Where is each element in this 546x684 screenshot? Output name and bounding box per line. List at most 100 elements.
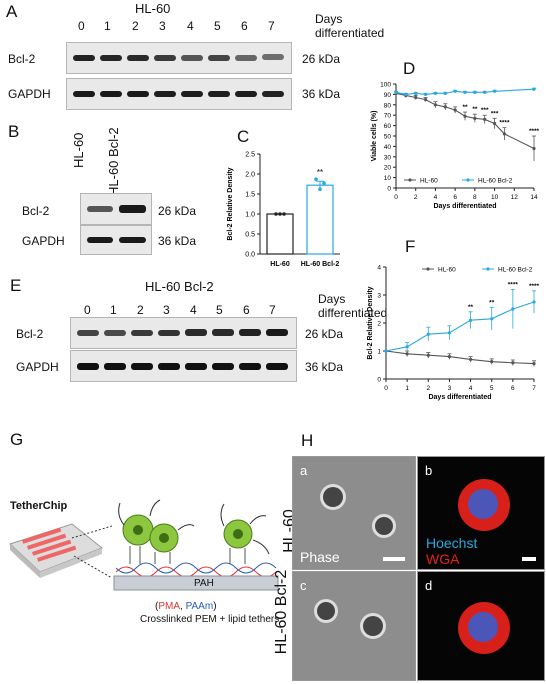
micrograph-phase-hl60: a Phase [292, 456, 416, 570]
data-point [322, 181, 326, 185]
data-point [423, 92, 428, 96]
data-point [282, 212, 286, 216]
data-point [463, 90, 467, 94]
significance-marker: **** [508, 281, 519, 288]
day-label: 3 [163, 303, 170, 317]
data-point [443, 105, 447, 109]
data-point [453, 108, 457, 112]
row-label-hl60-bcl2: HL-60 Bcl-2 [273, 569, 291, 655]
tetherchip-label: TetherChip [10, 500, 68, 512]
data-point [433, 91, 438, 95]
x-tick-label: 1 [405, 385, 409, 392]
significance-marker: *** [491, 110, 499, 117]
x-tick-label: 7 [532, 385, 536, 392]
blot-row-label: Bcl-2 [22, 204, 50, 218]
x-tick-label: 0 [384, 385, 388, 392]
y-tick-label: 60 [384, 123, 392, 130]
significance-marker: ** [317, 168, 323, 177]
data-point [314, 177, 318, 181]
significance-marker: *** [481, 107, 489, 114]
subpanel-label: b [425, 463, 433, 478]
blot-row-label: Bcl-2 [16, 327, 44, 341]
significance-marker: ** [472, 106, 478, 113]
bar [306, 184, 334, 255]
blot-a-gapdh [66, 78, 292, 110]
data-point [473, 116, 477, 120]
x-tick-label: 3 [448, 385, 452, 392]
significance-marker: ** [489, 300, 495, 307]
series-line [395, 92, 535, 149]
legend-marker [408, 178, 412, 182]
panel-a-title: HL-60 [135, 1, 171, 16]
legend-marker [486, 267, 490, 271]
x-tick-label: 0 [394, 194, 398, 201]
data-point [511, 361, 515, 365]
y-axis-label: Bcl-2 Relative Density [227, 167, 234, 240]
data-point [492, 89, 497, 93]
x-tick-label: HL-60 [270, 261, 290, 268]
data-point [318, 187, 322, 191]
blot-e-gapdh [70, 350, 297, 382]
x-tick-label: 4 [434, 194, 438, 201]
chart-c: 0.0 0.5 1.0 1.5 2.0 2.5 HL-60 ** HL-60 Bcl-2 Bcl-… [227, 152, 340, 268]
legend-marker [466, 178, 470, 182]
y-tick-label: 0.5 [245, 232, 255, 239]
y-tick-label: 1 [377, 349, 381, 356]
x-tick-label: 4 [469, 385, 473, 392]
legend-label: HL-60 [420, 178, 438, 185]
y-tick-label: 50 [384, 134, 392, 141]
blot-b-bcl2 [80, 193, 152, 225]
kda-label: 26 kDa [305, 327, 344, 341]
day-label: 3 [159, 19, 166, 33]
panel-label-h: H [301, 431, 314, 450]
y-tick-label: 80 [384, 102, 392, 109]
x-tick-label: 2 [426, 385, 430, 392]
y-tick-label: 0 [377, 377, 381, 384]
kda-label: 26 kDa [158, 204, 197, 218]
y-tick-label: 70 [384, 113, 392, 120]
panel-label-c: C [237, 127, 250, 146]
significance-marker: **** [499, 120, 510, 127]
data-point [532, 300, 536, 304]
data-point [426, 353, 430, 357]
day-label: 1 [110, 303, 117, 317]
data-point [426, 332, 430, 336]
day-label: 6 [243, 303, 250, 317]
pma-paam-legend: (PMA, PAAm) [155, 601, 217, 612]
day-label: 0 [78, 19, 85, 33]
pma-label: PMA [158, 601, 181, 612]
x-tick-label: 2 [414, 194, 418, 201]
pem-cross-section [113, 499, 279, 591]
significance-marker: **** [529, 283, 540, 290]
data-point [278, 212, 282, 216]
data-point [405, 345, 409, 349]
data-point [447, 331, 452, 335]
data-point [490, 317, 494, 321]
pah-label: PAH [194, 578, 214, 589]
y-tick-label: 20 [384, 165, 392, 172]
panel-label-d: D [403, 59, 416, 78]
data-point [468, 357, 473, 361]
data-point [532, 87, 536, 91]
day-label: 0 [84, 303, 91, 317]
tetherchip-diagram: TetherChip [2, 490, 282, 640]
panel-e-day-labels: 0 1 2 3 4 5 6 7 [84, 303, 304, 317]
data-point [511, 307, 515, 311]
kda-label: 36 kDa [305, 360, 344, 374]
day-label: 7 [268, 19, 275, 33]
significance-marker: **** [529, 128, 540, 135]
day-label: 7 [269, 303, 276, 317]
legend-label: HL-60 Bcl-2 [498, 267, 533, 274]
scale-bar [522, 557, 536, 561]
chart-f: 0 1 2 3 4 0 1 2 3 4 5 6 7 Days differentiated Bcl-2 Re… [367, 265, 540, 402]
x-tick-label: 12 [511, 194, 519, 201]
chart-d: 0 10 20 30 40 50 60 70 80 90 100 0 2 4 6 8 10 12 14 Days di… [371, 82, 540, 211]
x-axis-label: Days differentiated [428, 394, 491, 401]
kda-label: 26 kDa [302, 52, 341, 66]
day-label: 6 [241, 19, 248, 33]
y-tick-label: 4 [377, 265, 381, 272]
data-point [274, 212, 278, 216]
x-tick-label: 14 [530, 194, 538, 201]
y-tick-label: 1.0 [245, 212, 255, 219]
y-tick-label: 0 [387, 186, 391, 193]
